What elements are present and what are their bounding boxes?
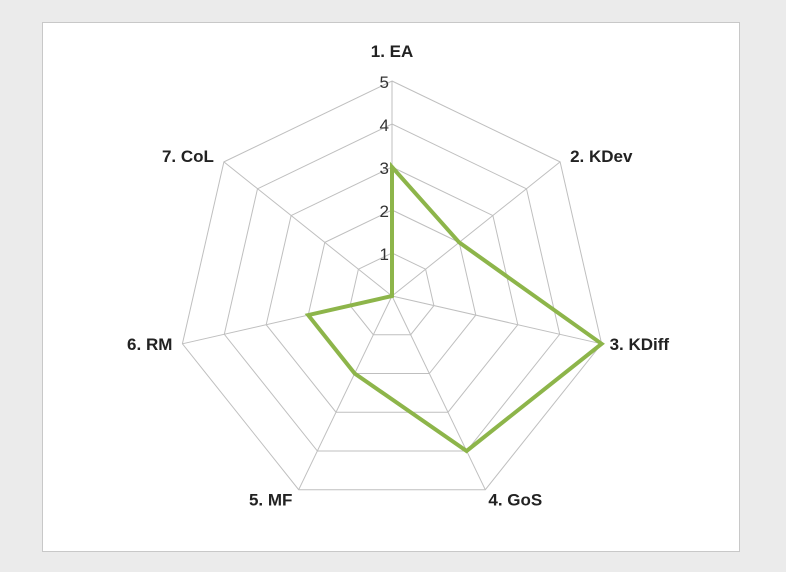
grid-spoke-4 [391,295,486,490]
tick-label-3: 3 [380,159,389,178]
tick-label-2: 2 [380,202,389,221]
radar-series [304,161,605,454]
grid-spoke-2 [391,161,561,297]
tick-label-4: 4 [380,116,389,135]
grid-spoke-5 [298,295,393,490]
axis-label-ea: 1. EA [371,42,414,61]
radar-grid [181,80,603,491]
tick-label-1: 1 [380,245,389,264]
axis-label-kdev: 2. KDev [570,147,633,166]
grid-ring-3 [265,166,519,413]
axis-label-mf: 5. MF [249,491,292,510]
grid-ring-1 [349,252,435,336]
grid-ring-5 [181,80,603,491]
axis-label-rm: 6. RM [127,335,172,354]
grid-ring-4 [223,123,561,452]
axis-label-col: 7. CoL [162,147,214,166]
tick-label-5: 5 [380,73,389,92]
axis-labels: 1. EA 2. KDev 3. KDiff 4. GoS 5. MF 6. R… [127,42,669,510]
series-line-1 [304,161,605,454]
radial-tick-labels: 1 2 3 4 5 [380,73,389,264]
grid-spoke-3 [391,295,602,345]
axis-label-kdiff: 3. KDiff [610,335,670,354]
grid-ring-2 [307,209,477,374]
axis-label-gos: 4. GoS [488,491,542,510]
grid-spoke-7 [223,161,393,297]
